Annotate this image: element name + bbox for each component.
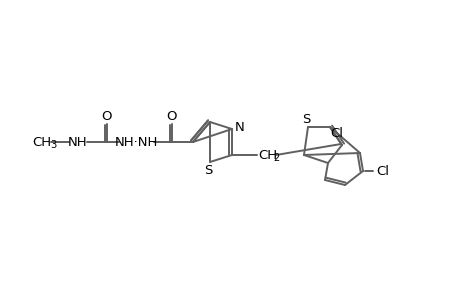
Text: N: N [235, 121, 244, 134]
Text: CH: CH [257, 148, 276, 161]
Text: Cl: Cl [330, 127, 343, 140]
Text: NH: NH [68, 136, 88, 148]
Text: Cl: Cl [375, 164, 389, 178]
Text: S: S [203, 164, 212, 176]
Text: O: O [101, 110, 112, 122]
Text: CH: CH [33, 136, 51, 148]
Text: 3: 3 [50, 140, 56, 150]
Text: NH·NH: NH·NH [114, 136, 157, 148]
Text: O: O [166, 110, 177, 122]
Text: S: S [301, 112, 309, 125]
Text: 2: 2 [272, 153, 279, 163]
